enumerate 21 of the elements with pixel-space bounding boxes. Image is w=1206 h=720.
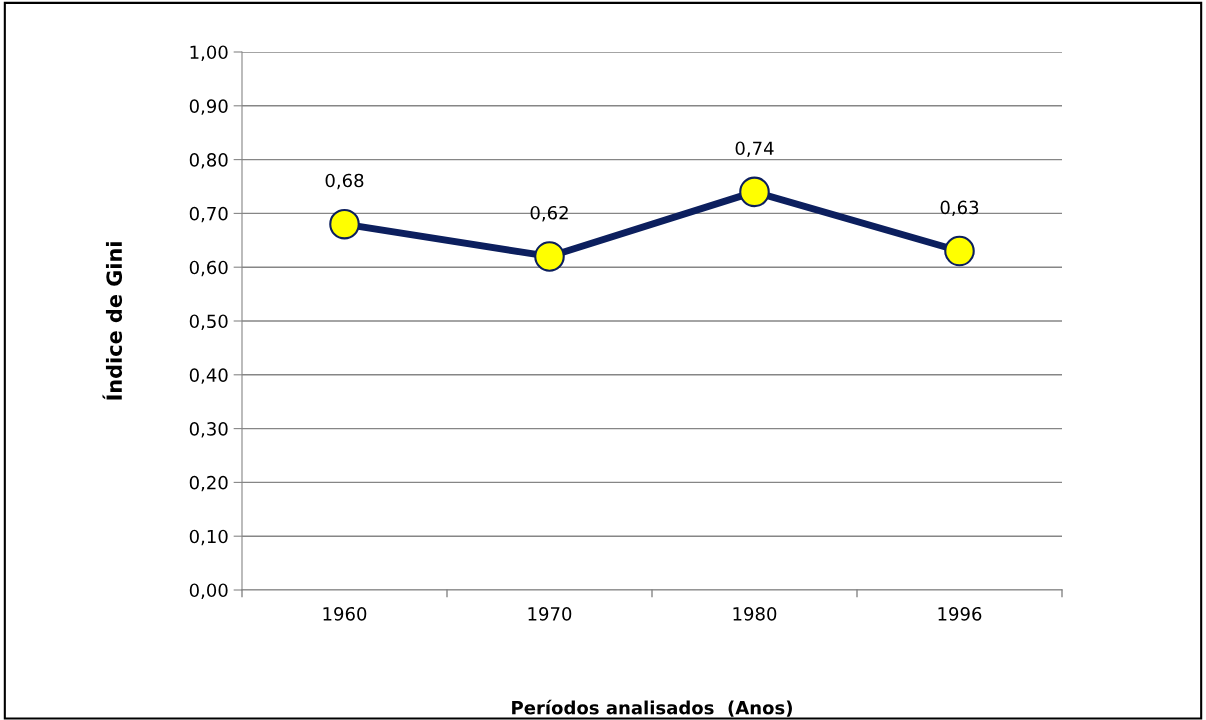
- data-label: 0,74: [735, 141, 774, 157]
- y-tick-label: 1,00: [190, 45, 228, 61]
- y-tick-label: 0,10: [189, 529, 228, 546]
- y-axis-title: Índice de Gini: [102, 242, 123, 400]
- y-tick-label: 0,80: [189, 153, 228, 169]
- y-tick-label: 0,30: [189, 422, 228, 438]
- y-tick-label: 0,50: [189, 314, 228, 330]
- x-tick-label: 1996: [938, 606, 982, 621]
- y-tick-label: 0,90: [189, 99, 228, 115]
- x-axis-title: Períodos analisados (Anos): [512, 699, 792, 717]
- x-tick-label: 1980: [733, 606, 777, 621]
- data-label: 0,63: [940, 200, 979, 217]
- y-tick-label: 0,70: [189, 206, 228, 223]
- y-tick-label: 0,60: [189, 260, 228, 277]
- data-label: 0,62: [530, 205, 568, 222]
- x-tick-label: 1960: [323, 606, 367, 621]
- data-label: 0,68: [325, 173, 364, 190]
- y-tick-label: 0,20: [189, 475, 228, 492]
- y-tick-label: 0,40: [189, 368, 228, 384]
- x-tick-label: 1970: [528, 606, 572, 621]
- y-tick-label: 0,00: [189, 583, 228, 599]
